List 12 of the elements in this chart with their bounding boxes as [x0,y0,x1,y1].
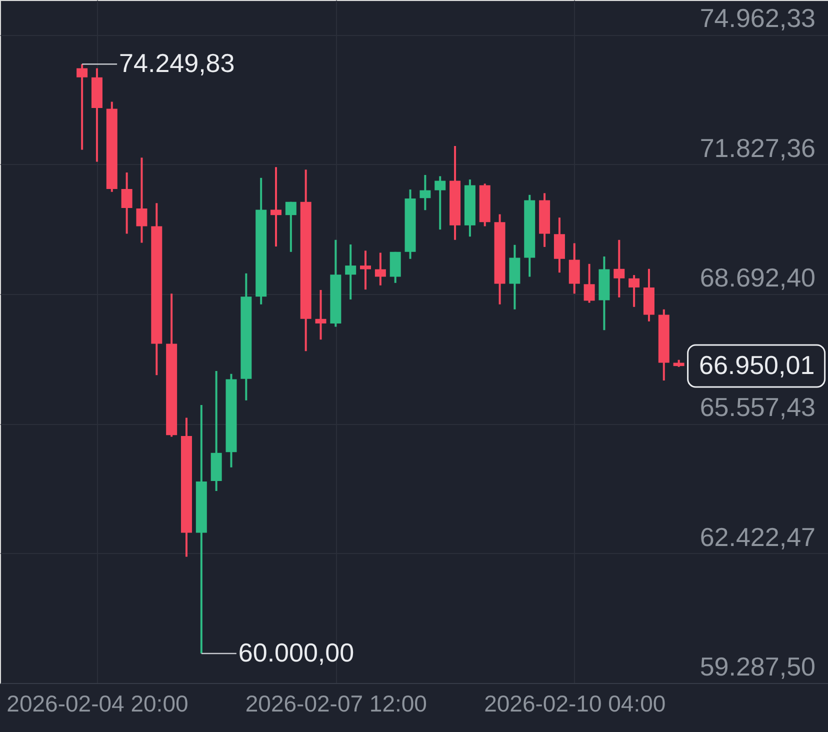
y-tick-label: 59.287,50 [700,652,816,682]
annotation: 60.000,00 [238,638,354,668]
y-tick-label: 65.557,43 [700,392,816,422]
x-tick-label: 2026-02-07 12:00 [245,690,427,716]
x-tick-label: 2026-02-04 20:00 [6,690,188,716]
annotation: 74.249,83 [119,48,235,78]
x-tick-label: 2026-02-10 04:00 [484,690,666,716]
y-tick-label: 68.692,40 [700,262,816,292]
y-tick-label: 71.827,36 [700,132,816,163]
annotation: 66.950,01 [698,350,815,380]
y-tick-label: 62.422,47 [700,522,816,552]
y-tick-label: 74.962,33 [700,3,816,34]
